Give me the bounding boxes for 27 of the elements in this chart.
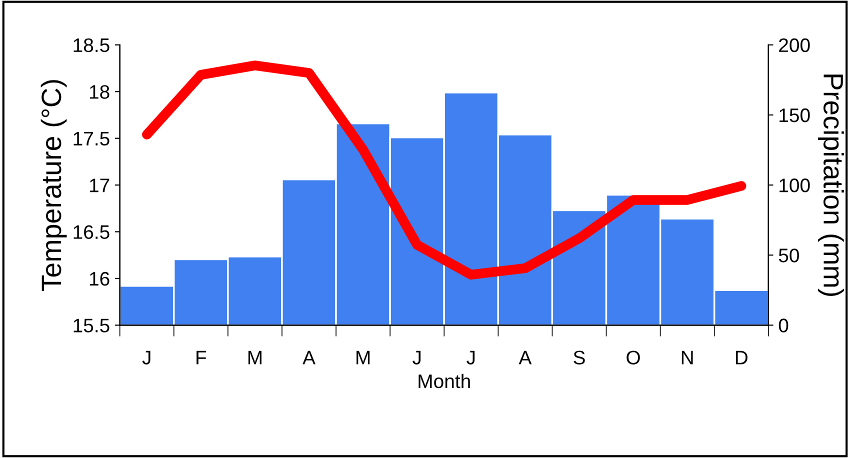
y2-tick-label: 100 [780, 178, 810, 192]
x-axis-title: Month [418, 374, 470, 388]
y2-tick-label: 50 [778, 248, 799, 262]
x-tick-label: D [736, 350, 748, 364]
x-tick-label: A [302, 350, 316, 364]
y-tick-label: 18 [90, 85, 110, 99]
x-tick-label: M [248, 350, 262, 364]
x-tick-label: N [682, 350, 693, 364]
x-tick-label: S [574, 350, 585, 364]
y-tick-label: 17.5 [74, 132, 110, 146]
y2-tick-label: 150 [780, 108, 810, 122]
y-tick-label: 17 [90, 178, 110, 192]
y-axis-title: Temperature (°C) [40, 80, 67, 292]
x-tick-label: O [626, 350, 640, 364]
x-tick-label: M [356, 350, 370, 364]
x-tick-label: J [412, 350, 421, 364]
y2-tick-label: 200 [779, 38, 810, 52]
y-tick-label: 16 [90, 272, 110, 286]
x-tick-label: F [196, 350, 206, 364]
y2-axis-title: Precipitation (mm) [818, 74, 844, 296]
y-tick-label: 16.5 [74, 225, 110, 239]
y-tick-label: 15.5 [74, 318, 110, 332]
x-tick-label: J [142, 350, 150, 364]
x-tick-label: A [518, 350, 532, 364]
y-tick-label: 18.5 [74, 38, 110, 52]
x-tick-label: J [466, 350, 475, 364]
y2-tick-label: 0 [778, 318, 788, 332]
